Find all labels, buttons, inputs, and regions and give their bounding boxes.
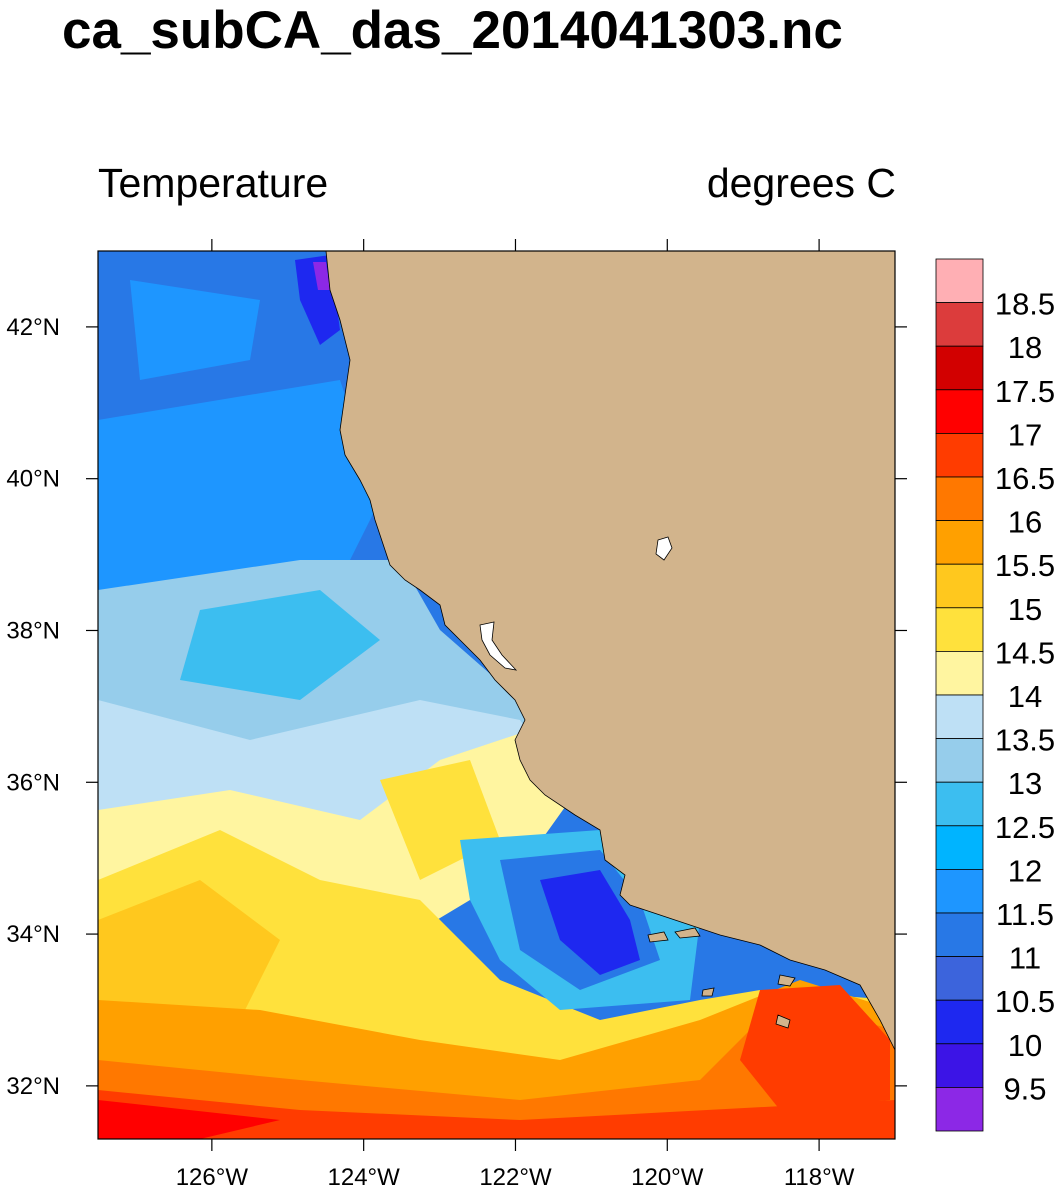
y-tick-label: 36°N	[6, 769, 60, 796]
colorbar-swatch	[935, 563, 984, 609]
island	[674, 927, 701, 939]
x-tick-label: 124°W	[328, 1164, 401, 1191]
colorbar-label: 15	[1008, 592, 1042, 627]
colorbar-label: 17.5	[995, 374, 1055, 409]
colorbar-label: 12.5	[995, 810, 1055, 845]
colorbar-swatch	[935, 912, 984, 957]
colorbar-swatch	[935, 999, 984, 1045]
units-label: degrees C	[706, 160, 896, 206]
y-tick-label: 32°N	[6, 1073, 60, 1100]
sst-band-15	[98, 880, 280, 1040]
land-mass	[325, 251, 895, 1051]
x-tick-label: 122°W	[479, 1164, 552, 1191]
sst-band-12-5	[180, 590, 380, 700]
colorbar-swatch	[935, 651, 984, 696]
colorbar-swatch	[935, 1043, 984, 1088]
colorbar-swatch	[935, 956, 984, 1001]
colorbar-label: 16.5	[995, 461, 1055, 496]
colorbar-label: 10.5	[995, 984, 1055, 1019]
x-tick-label: 120°W	[631, 1164, 704, 1191]
colorbar-swatch	[935, 520, 984, 565]
colorbar-label: 17	[1008, 417, 1042, 452]
colorbar-swatch	[935, 1087, 984, 1132]
colorbar-swatch	[935, 869, 984, 914]
sst-band-17	[98, 1090, 895, 1139]
sst-band-12b	[130, 280, 260, 380]
colorbar-label: 14	[1008, 679, 1042, 714]
colorbar-label: 12	[1008, 853, 1042, 888]
island	[701, 987, 715, 997]
colorbar-swatch	[935, 476, 984, 521]
colorbar-swatch	[935, 781, 984, 827]
sst-coastal-9-5	[313, 262, 330, 290]
island	[647, 931, 669, 943]
colorbar: 18.5 18 17.5 17 16.5 16 15.5 15 14.5 14 13.5 13 12.5…	[935, 258, 1055, 1132]
y-tick-label: 38°N	[6, 617, 60, 644]
colorbar-label: 11	[1009, 941, 1041, 976]
colorbar-label: 16	[1008, 505, 1042, 540]
sst-band-16	[98, 1000, 895, 1139]
ocean-field	[98, 251, 895, 1139]
colorbar-label: 11.5	[996, 897, 1054, 932]
latitude-axis: 42°N 40°N 38°N 36°N 34°N 32°N	[6, 314, 907, 1100]
plot-frame	[97, 250, 896, 1140]
y-tick-label: 40°N	[6, 466, 60, 493]
colorbar-label: 10	[1008, 1028, 1042, 1063]
x-tick-label: 118°W	[784, 1164, 855, 1191]
sst-cold-pocket-10	[540, 870, 640, 975]
colorbar-swatch	[935, 302, 984, 347]
sf-bay	[479, 621, 518, 671]
colorbar-swatch	[935, 258, 984, 303]
colorbar-swatch	[935, 432, 984, 478]
longitude-axis: 126°W 124°W 122°W 120°W 118°W	[176, 239, 855, 1191]
sst-band-17-5	[98, 1100, 280, 1139]
colorbar-label: 9.5	[1003, 1071, 1046, 1106]
y-tick-label: 34°N	[6, 921, 60, 948]
colorbar-swatch	[935, 825, 984, 870]
lake	[655, 536, 673, 561]
colorbar-label: 18.5	[995, 287, 1055, 322]
y-tick-label: 42°N	[6, 314, 60, 341]
colorbar-label: 15.5	[995, 548, 1055, 583]
sst-band-12	[98, 380, 380, 600]
colorbar-swatch	[935, 694, 984, 739]
plot-title: ca_subCA_das_2014041303.nc	[62, 1, 843, 60]
x-tick-label: 126°W	[176, 1164, 249, 1191]
colorbar-swatch	[935, 607, 984, 652]
colorbar-label: 13	[1008, 766, 1042, 801]
island	[775, 1014, 791, 1029]
colorbar-label: 13.5	[995, 723, 1055, 758]
colorbar-swatch	[935, 738, 984, 783]
colorbar-label: 14.5	[995, 635, 1055, 670]
colorbar-swatch	[935, 389, 984, 434]
island	[777, 974, 796, 987]
colorbar-swatch	[935, 345, 984, 391]
colorbar-label: 18	[1008, 330, 1042, 365]
variable-name: Temperature	[98, 160, 329, 206]
